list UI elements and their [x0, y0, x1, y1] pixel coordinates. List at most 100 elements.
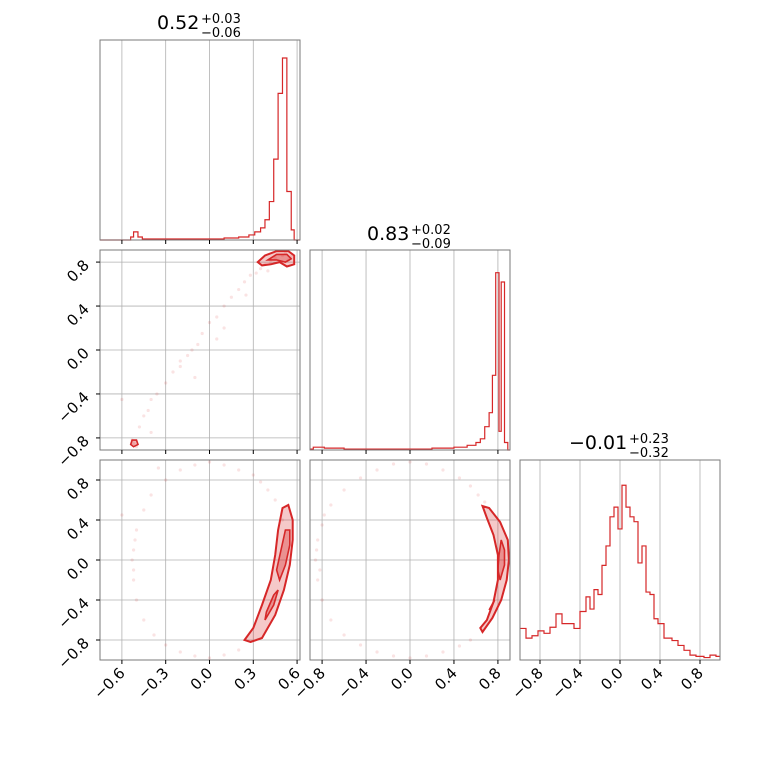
scatter-point: [207, 320, 212, 325]
scatter-point: [222, 463, 226, 467]
x-tick-label: −0.4: [334, 664, 372, 702]
contour-level: [488, 599, 496, 611]
scatter-point: [329, 503, 333, 507]
scatter-point: [244, 293, 248, 297]
scatter-point: [457, 476, 462, 480]
scatter-point: [313, 558, 318, 562]
histogram-panel-0: [99, 39, 301, 244]
scatter-point: [200, 331, 204, 336]
scatter-point: [408, 460, 412, 464]
scatter-point: [156, 466, 160, 470]
scatter-point: [258, 480, 263, 484]
title-sub-2: −0.32: [629, 446, 669, 461]
x-tick-label: 0.0: [187, 664, 217, 694]
histogram-line: [100, 57, 300, 241]
y-tick-label: 0.4: [63, 514, 93, 544]
plot-layer: −0.8 −0.4 0.0 0.4 0.8−0.8−0.40.00.40.8−0.6 −0…: [54, 39, 721, 703]
scatter-point: [391, 462, 396, 466]
scatter-point: [164, 381, 168, 385]
scatter-point: [171, 370, 175, 374]
title-sup-0: +0.03: [201, 12, 241, 27]
panel-frame: [99, 39, 301, 241]
scatter-point: [185, 353, 190, 358]
scatter-point: [375, 650, 379, 654]
scatter-point: [146, 408, 150, 413]
x-tick-label: 0.4: [431, 664, 461, 694]
scatter-point: [178, 650, 182, 654]
scatter-point: [254, 271, 258, 275]
x-tick-label: −0.3: [134, 664, 172, 702]
scatter-point: [229, 295, 233, 299]
scatter-point: [193, 375, 197, 380]
x-tick-label: 0.8: [677, 664, 707, 694]
scatter-point: [441, 468, 445, 472]
y-tick-label: −0.4: [54, 594, 92, 632]
title-sup-2: +0.23: [629, 432, 669, 447]
title-sub-0: −0.06: [201, 26, 241, 41]
scatter-point: [468, 484, 473, 488]
contour-level: [242, 503, 294, 644]
scatter-point: [358, 476, 363, 480]
scatter-point: [441, 650, 445, 654]
x-tick-label: 0.0: [387, 664, 417, 694]
scatter-point: [269, 260, 273, 264]
x-tick-label: 0.3: [231, 664, 261, 694]
y-tick-label: 0.0: [63, 344, 93, 374]
contour-level: [479, 504, 510, 634]
scatter-point: [178, 359, 182, 363]
scatter-point: [248, 273, 252, 277]
scatter-point: [242, 280, 247, 284]
scatter-point: [178, 364, 182, 369]
scatter-point: [273, 498, 277, 502]
title-main-2: −0.01: [569, 432, 627, 454]
scatter-point: [375, 468, 379, 472]
scatter-point: [237, 287, 241, 292]
scatter-point: [222, 326, 226, 330]
scatter-point: [142, 414, 146, 418]
pair-panel-0-1: −0.8 −0.4 0.0 0.4 0.8: [54, 249, 301, 471]
scatter-point: [152, 633, 156, 637]
x-tick-label: 0.0: [597, 664, 627, 694]
scatter-point: [164, 643, 168, 647]
y-tick-label: 0.0: [63, 554, 93, 584]
scatter-point: [131, 441, 136, 446]
scatter-point: [316, 538, 320, 542]
title-param-2: −0.01 +0.23 −0.32: [569, 432, 669, 461]
x-tick-label: −0.4: [548, 664, 586, 702]
scatter-point: [251, 473, 255, 477]
title-sub-1: −0.09: [411, 237, 451, 252]
scatter-point: [120, 513, 124, 517]
scatter-point: [155, 392, 159, 396]
contour-level: [264, 589, 279, 621]
scatter-point: [320, 523, 324, 527]
scatter-point: [273, 256, 277, 260]
scatter-point: [134, 528, 139, 532]
scatter-point: [237, 468, 241, 472]
x-tick-label: −0.8: [508, 664, 546, 702]
scatter-point: [164, 478, 168, 482]
scatter-point: [130, 558, 134, 562]
scatter-point: [131, 548, 136, 552]
contour-level: [129, 439, 139, 448]
histogram-line: [520, 484, 720, 659]
scatter-point: [222, 304, 226, 308]
scatter-point: [457, 644, 462, 648]
y-tick-label: −0.8: [54, 432, 92, 470]
title-main-0: 0.52: [157, 12, 199, 34]
pair-panel-0-2: −0.6 −0.3 0.0 0.3 0.6−0.8−0.40.00.40.8: [54, 459, 304, 703]
scatter-point: [178, 468, 182, 472]
scatter-point: [134, 598, 139, 602]
scatter-point: [142, 508, 146, 512]
scatter-point: [133, 538, 137, 542]
y-tick-label: −0.8: [54, 634, 92, 672]
scatter-point: [222, 653, 226, 657]
scatter-point: [142, 618, 146, 622]
scatter-point: [149, 397, 153, 402]
scatter-point: [196, 342, 200, 347]
title-param-0: 0.52 +0.03 −0.06: [157, 12, 241, 41]
scatter-point: [329, 618, 333, 622]
histogram-panel-2: −0.8 −0.4 0.0 0.4 0.8: [508, 459, 721, 703]
scatter-point: [280, 518, 285, 522]
scatter-point: [207, 460, 212, 464]
